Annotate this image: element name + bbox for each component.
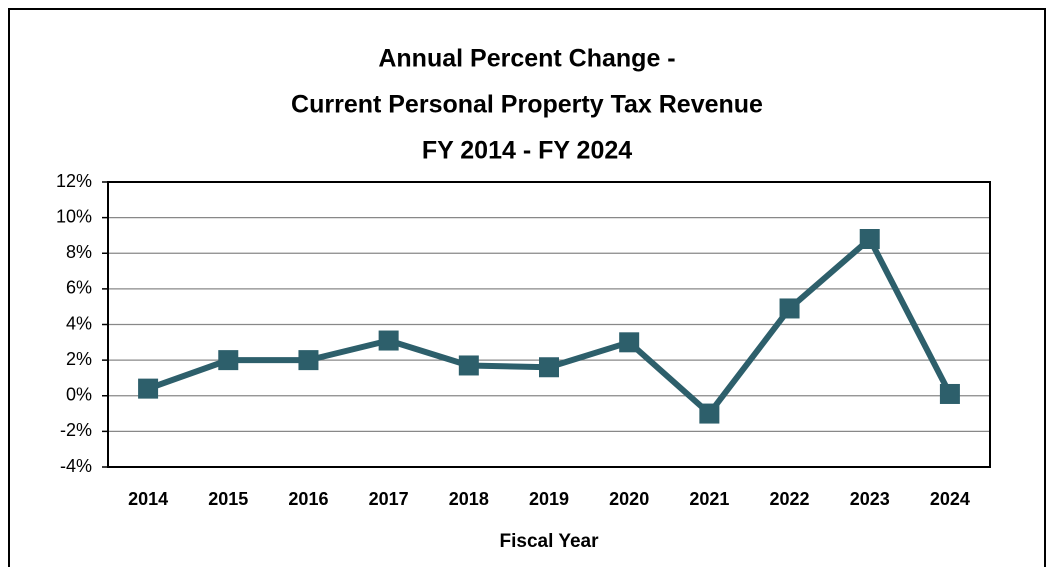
x-tick-label: 2020 [609, 489, 649, 509]
chart-border [8, 8, 1046, 567]
x-tick-label: 2016 [288, 489, 328, 509]
y-tick-label: 10% [56, 206, 92, 226]
point-marker [378, 330, 399, 351]
point-marker [939, 383, 960, 404]
x-tick-label: 2022 [770, 489, 810, 509]
point-marker [298, 350, 319, 371]
point-marker [458, 355, 479, 376]
y-tick-label: 8% [66, 242, 92, 262]
x-tick-label: 2015 [208, 489, 248, 509]
y-tick-label: 6% [66, 278, 92, 298]
x-axis-label: Fiscal Year [500, 531, 600, 552]
y-tick-label: 0% [66, 385, 92, 405]
x-tick-label: 2014 [128, 489, 168, 509]
point-marker [699, 403, 720, 424]
x-tick-label: 2023 [850, 489, 890, 509]
y-tick-label: 4% [66, 313, 92, 333]
point-marker [539, 357, 559, 378]
x-tick-label: 2017 [369, 489, 409, 509]
x-tick-label: 2021 [689, 489, 729, 509]
point-marker [859, 229, 880, 249]
x-tick-label: 2018 [449, 489, 489, 509]
chart-title: Annual Percent Change - [378, 45, 675, 73]
point-marker [218, 350, 239, 371]
chart-title: FY 2014 - FY 2024 [422, 137, 632, 165]
y-tick-label: 12% [56, 171, 92, 191]
marks [138, 229, 960, 424]
y-tick-label: 2% [66, 349, 92, 369]
y-tick-label: -4% [60, 456, 92, 476]
point-marker [779, 298, 800, 319]
point-marker [619, 332, 640, 353]
x-tick-label: 2024 [930, 489, 970, 509]
point-marker [138, 378, 159, 399]
x-tick-label: 2019 [529, 489, 569, 509]
chart-title: Current Personal Property Tax Revenue [291, 91, 763, 119]
y-tick-label: -2% [60, 420, 92, 440]
